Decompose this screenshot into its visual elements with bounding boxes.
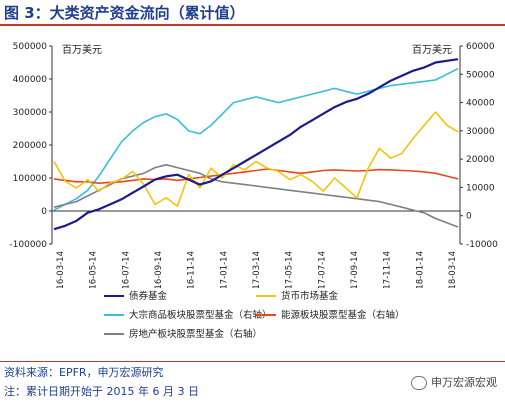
x-tick-label: 2016-07-14 — [121, 251, 131, 288]
series-line-money — [53, 111, 459, 207]
wechat-icon — [411, 376, 427, 390]
right-tick-label: 30000 — [466, 127, 495, 137]
x-tick-label: 2016-11-14 — [187, 251, 197, 288]
legend-swatch-energy — [256, 313, 276, 316]
left-axis-unit: 百万美元 — [62, 45, 102, 56]
date-note: 注：累计日期开始于 2015 年 6 月 3 日 — [4, 385, 199, 398]
series-line-energy — [53, 168, 459, 184]
x-tick-label: 2016-03-14 — [56, 251, 66, 288]
x-tick-label: 2018-03-14 — [448, 251, 458, 288]
left-tick-label: 300000 — [13, 108, 48, 118]
legend-label-energy: 能源板块股票型基金（右轴） — [281, 310, 405, 321]
right-tick-label: 60000 — [466, 42, 495, 52]
x-tick-label: 2017-01-14 — [219, 251, 229, 288]
title-divider — [0, 24, 505, 26]
legend-swatch-commodity — [104, 313, 124, 316]
x-tick-label: 2018-01-14 — [415, 251, 425, 288]
source-note: 资料来源：EPFR，申万宏源研究 — [4, 366, 164, 379]
right-tick-label: 20000 — [466, 155, 495, 165]
x-tick-label: 2017-07-14 — [317, 251, 327, 288]
footer-divider — [0, 361, 505, 362]
legend-item-realestate: 房地产板块股票型基金（右轴） — [104, 326, 262, 340]
x-tick-label: 2017-09-14 — [350, 251, 360, 288]
series-line-commodity — [53, 67, 459, 211]
left-tick-label: 0 — [41, 207, 47, 217]
x-tick-label: 2016-05-14 — [89, 251, 99, 288]
legend-label-commodity: 大宗商品板块股票型基金（右轴） — [129, 310, 272, 321]
left-tick-label: 100000 — [13, 174, 48, 184]
title-bar: 图 3：大类资产资金流向（累计值） — [0, 0, 505, 26]
x-tick-label: 2017-03-14 — [252, 251, 262, 288]
legend-label-money: 货币市场基金 — [281, 291, 339, 302]
legend-swatch-bond — [104, 294, 124, 297]
legend-swatch-realestate — [104, 332, 124, 335]
watermark-text: 申万宏源宏观 — [431, 376, 497, 389]
right-tick-label: 50000 — [466, 70, 495, 80]
legend-label-bond: 债券基金 — [129, 291, 168, 302]
left-tick-label: 400000 — [13, 75, 48, 85]
legend-item-bond: 债券基金 — [104, 288, 167, 302]
page-title: 图 3：大类资产资金流向（累计值） — [4, 4, 245, 22]
left-tick-label: 200000 — [13, 141, 48, 151]
left-tick-label: -100000 — [9, 240, 47, 250]
legend-item-energy: 能源板块股票型基金（右轴） — [256, 307, 405, 321]
series-line-bond — [53, 58, 459, 231]
x-tick-label: 2017-11-14 — [383, 251, 393, 288]
chart-legend: 债券基金 货币市场基金 大宗商品板块股票型基金（右轴） 能源板块股票型基金（右轴… — [104, 288, 464, 348]
right-tick-label: 10000 — [466, 183, 495, 193]
right-tick-label: 40000 — [466, 99, 495, 109]
line-chart: -1000000100000200000300000400000500000-1… — [9, 42, 498, 288]
legend-label-realestate: 房地产板块股票型基金（右轴） — [129, 329, 263, 340]
x-tick-label: 2016-09-14 — [154, 251, 164, 288]
x-tick-label: 2017-05-14 — [285, 251, 295, 288]
legend-item-commodity: 大宗商品板块股票型基金（右轴） — [104, 307, 272, 321]
right-axis-unit: 百万美元 — [412, 45, 452, 56]
right-tick-label: -10000 — [466, 240, 498, 250]
legend-swatch-money — [256, 294, 276, 297]
left-tick-label: 500000 — [13, 42, 48, 52]
watermark: 申万宏源宏观 — [411, 374, 497, 390]
series-line-realestate — [53, 164, 459, 228]
legend-item-money: 货币市场基金 — [256, 288, 338, 302]
right-tick-label: 0 — [466, 212, 472, 222]
